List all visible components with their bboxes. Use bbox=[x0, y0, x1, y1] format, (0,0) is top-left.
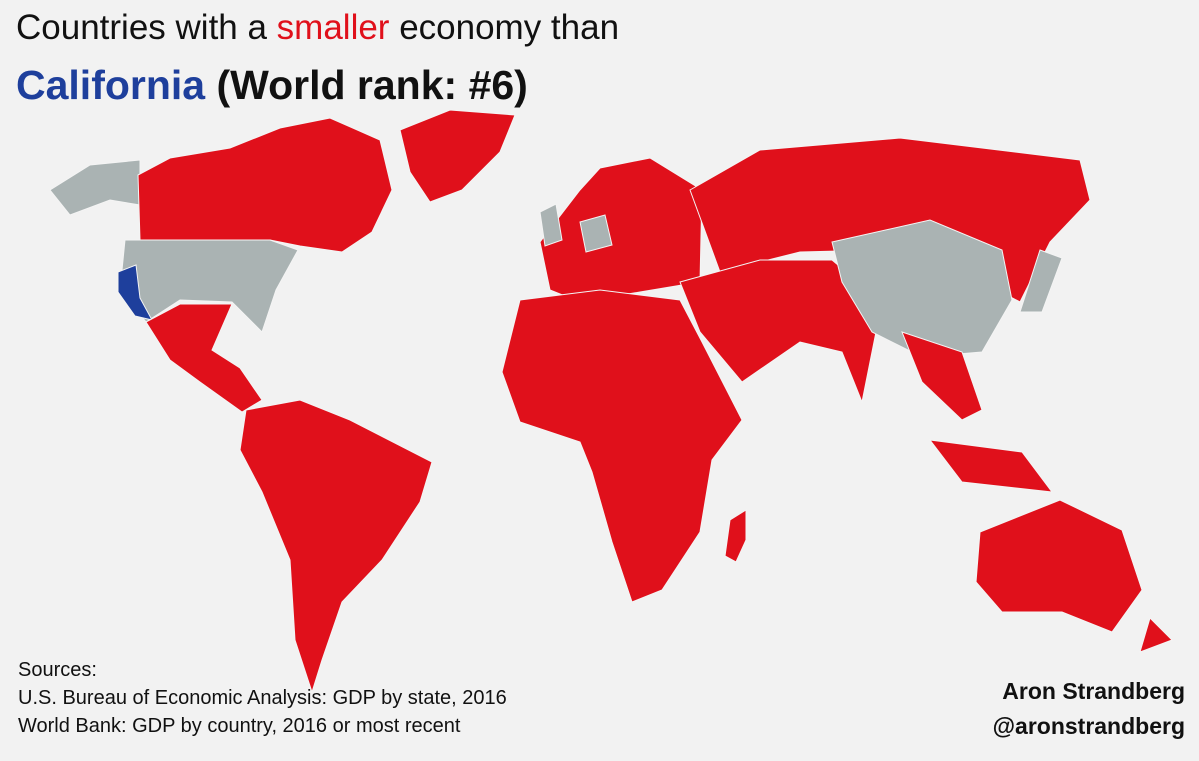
japan bbox=[1019, 249, 1063, 313]
title-line-1: Countries with a smaller economy than bbox=[16, 8, 619, 48]
title-line-2: California (World rank: #6) bbox=[16, 62, 528, 109]
middle-east-india bbox=[679, 259, 883, 404]
europe bbox=[539, 157, 703, 303]
uk bbox=[539, 203, 563, 247]
credit-handle: @aronstrandberg bbox=[992, 713, 1185, 739]
sources-heading: Sources: bbox=[18, 659, 97, 681]
mexico-central-america bbox=[145, 303, 263, 413]
greenland bbox=[399, 109, 516, 203]
credit: Aron Strandberg @aronstrandberg bbox=[993, 674, 1185, 744]
indonesia bbox=[928, 439, 1054, 493]
title-text: (World rank: #6) bbox=[205, 62, 528, 108]
sources: Sources: U.S. Bureau of Economic Analysi… bbox=[18, 656, 507, 740]
southeast-asia bbox=[901, 331, 983, 421]
source-item: U.S. Bureau of Economic Analysis: GDP by… bbox=[18, 687, 507, 709]
canada bbox=[137, 117, 393, 253]
credit-name: Aron Strandberg bbox=[1002, 678, 1185, 704]
title-text: Countries with a bbox=[16, 8, 277, 47]
africa bbox=[501, 289, 743, 603]
new-zealand bbox=[1139, 617, 1173, 653]
title-highlight: smaller bbox=[276, 8, 390, 47]
alaska bbox=[49, 159, 141, 216]
title-text: economy than bbox=[389, 8, 620, 47]
south-america bbox=[239, 399, 433, 694]
title-highlight: California bbox=[16, 62, 206, 108]
australia bbox=[975, 499, 1143, 633]
germany bbox=[579, 214, 613, 253]
source-item: World Bank: GDP by country, 2016 or most… bbox=[18, 715, 461, 737]
china bbox=[831, 219, 1013, 358]
madagascar bbox=[724, 509, 747, 563]
